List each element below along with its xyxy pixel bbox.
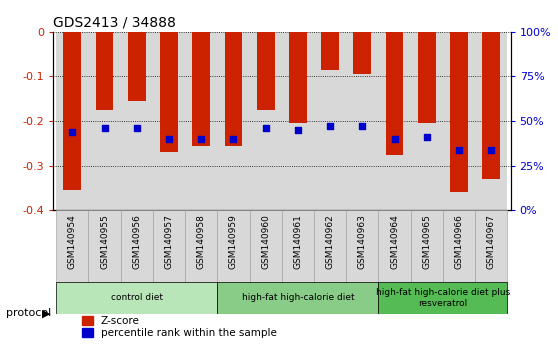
FancyBboxPatch shape (89, 210, 121, 282)
FancyBboxPatch shape (282, 210, 314, 282)
Text: GSM140965: GSM140965 (422, 214, 431, 269)
FancyBboxPatch shape (218, 210, 249, 282)
Point (358, 123, 367, 129)
Point (132, 125, 141, 131)
Bar (282, 32, 314, 210)
Text: GSM140955: GSM140955 (100, 214, 109, 269)
Text: ▶: ▶ (42, 308, 50, 318)
Point (390, 136, 399, 142)
FancyBboxPatch shape (378, 282, 507, 314)
Bar (56, 32, 89, 210)
FancyBboxPatch shape (411, 210, 443, 282)
Text: high-fat high-calorie diet: high-fat high-calorie diet (242, 293, 354, 302)
Bar (96, 32, 113, 110)
Bar (121, 32, 153, 210)
FancyBboxPatch shape (249, 210, 282, 282)
Bar (193, 32, 210, 145)
FancyBboxPatch shape (185, 210, 218, 282)
Bar (257, 32, 275, 110)
Text: GSM140959: GSM140959 (229, 214, 238, 269)
Bar (386, 32, 403, 155)
Bar (482, 32, 500, 179)
Bar (89, 32, 121, 210)
Text: GSM140956: GSM140956 (132, 214, 141, 269)
FancyBboxPatch shape (56, 282, 218, 314)
FancyBboxPatch shape (56, 210, 89, 282)
FancyBboxPatch shape (121, 210, 153, 282)
FancyBboxPatch shape (443, 210, 475, 282)
Bar (128, 32, 146, 101)
FancyBboxPatch shape (346, 210, 378, 282)
Text: control diet: control diet (111, 293, 163, 302)
Bar (249, 32, 282, 210)
Text: GSM140958: GSM140958 (197, 214, 206, 269)
Bar (153, 32, 185, 210)
FancyBboxPatch shape (314, 210, 346, 282)
Bar (218, 32, 249, 210)
Bar (160, 32, 178, 152)
Point (326, 123, 335, 129)
Text: GSM140961: GSM140961 (294, 214, 302, 269)
Legend: Z-score, percentile rank within the sample: Z-score, percentile rank within the samp… (81, 315, 278, 339)
Point (455, 147, 464, 153)
Point (294, 127, 302, 133)
Bar (418, 32, 436, 123)
FancyBboxPatch shape (378, 210, 411, 282)
Point (422, 134, 431, 139)
Text: high-fat high-calorie diet plus
resveratrol: high-fat high-calorie diet plus resverat… (376, 288, 510, 308)
Bar (289, 32, 307, 123)
Point (487, 147, 496, 153)
Point (100, 125, 109, 131)
Bar (450, 32, 468, 193)
Bar (411, 32, 443, 210)
Bar (475, 32, 507, 210)
Text: GSM140964: GSM140964 (390, 214, 399, 269)
Bar (346, 32, 378, 210)
Bar (224, 32, 242, 145)
Point (197, 136, 206, 142)
Text: GSM140966: GSM140966 (455, 214, 464, 269)
Point (165, 136, 174, 142)
Bar (64, 32, 81, 190)
Text: GSM140962: GSM140962 (326, 214, 335, 269)
Point (68, 130, 77, 135)
Text: GSM140960: GSM140960 (261, 214, 270, 269)
Text: GDS2413 / 34888: GDS2413 / 34888 (53, 15, 176, 29)
Bar (185, 32, 218, 210)
Point (261, 125, 270, 131)
Text: GSM140967: GSM140967 (487, 214, 496, 269)
FancyBboxPatch shape (218, 282, 378, 314)
Bar (443, 32, 475, 210)
Text: GSM140963: GSM140963 (358, 214, 367, 269)
Bar (378, 32, 411, 210)
Point (229, 136, 238, 142)
Bar (353, 32, 371, 74)
Text: GSM140957: GSM140957 (165, 214, 174, 269)
Text: GSM140954: GSM140954 (68, 214, 77, 269)
FancyBboxPatch shape (475, 210, 507, 282)
Bar (321, 32, 339, 70)
FancyBboxPatch shape (153, 210, 185, 282)
Bar (314, 32, 346, 210)
Text: protocol: protocol (6, 308, 51, 318)
